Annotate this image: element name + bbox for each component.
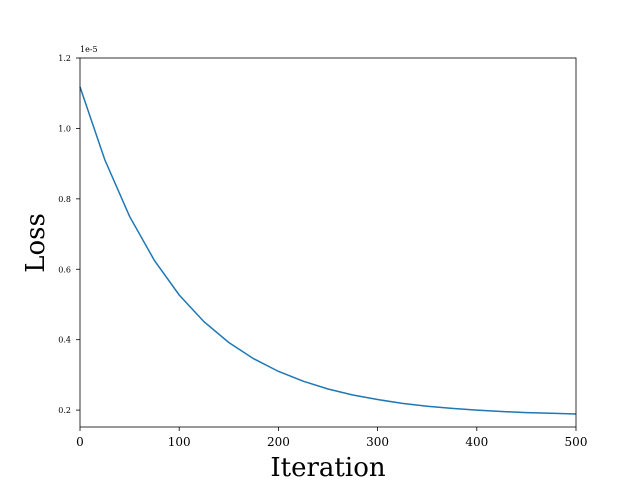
line: [79, 86, 577, 415]
y-tick-label: 0.8: [58, 195, 71, 204]
y-tick-label: 1.0: [58, 124, 71, 133]
y-offset-label: 1e-5: [80, 45, 98, 54]
x-tick-label: 300: [366, 435, 389, 449]
y-tick-label: 1.2: [58, 54, 71, 63]
y-tick-label: 0.4: [58, 336, 71, 345]
x-axis-label: Iteration: [270, 453, 385, 480]
plot-frame: [79, 57, 577, 428]
x-tick-label: 100: [168, 435, 191, 449]
x-tick-label: 400: [465, 435, 488, 449]
x-tick-label: 200: [267, 435, 290, 449]
x-tick-label: 0: [76, 435, 84, 449]
y-tick-label: 0.2: [58, 406, 71, 415]
y-tick-label: 0.6: [58, 265, 71, 274]
y-axis-label: Loss: [21, 213, 51, 273]
x-tick-label: 500: [565, 435, 588, 449]
